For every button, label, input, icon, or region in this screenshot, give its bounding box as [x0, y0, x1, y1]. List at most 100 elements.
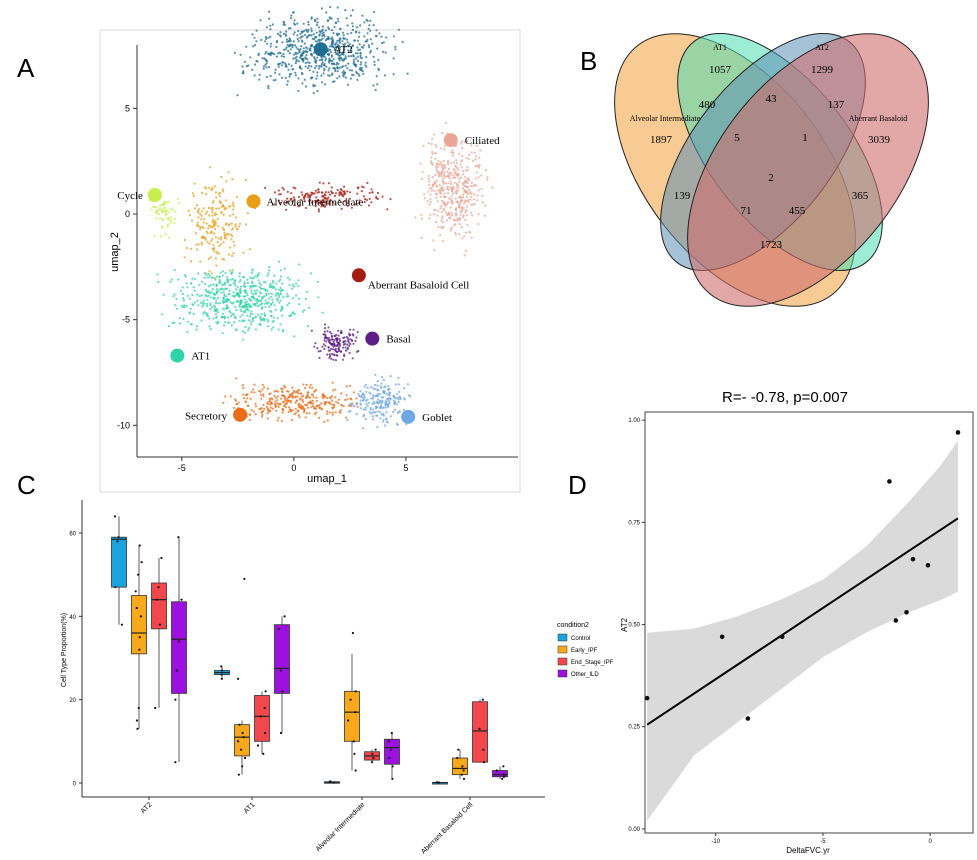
- box-body: [384, 738, 400, 765]
- umap-point: [263, 295, 266, 298]
- umap-point: [397, 383, 400, 386]
- umap-point: [357, 393, 360, 396]
- umap-point: [443, 148, 446, 151]
- umap-point: [240, 310, 243, 313]
- umap-point: [335, 354, 339, 357]
- umap-point: [244, 400, 247, 403]
- umap-point: [260, 38, 263, 42]
- umap-point: [289, 17, 293, 20]
- umap-point: [440, 192, 443, 195]
- umap-point: [327, 59, 330, 63]
- umap-point: [320, 203, 323, 206]
- umap-point: [327, 182, 330, 185]
- umap-point: [274, 405, 277, 408]
- umap-point: [427, 142, 430, 145]
- umap-point: [322, 72, 325, 75]
- umap-point: [221, 188, 225, 191]
- umap-point: [343, 200, 346, 203]
- umap-point: [328, 67, 331, 70]
- umap-point: [382, 378, 385, 382]
- umap-point: [294, 401, 297, 404]
- box-point: [482, 761, 486, 764]
- umap-point: [172, 295, 175, 298]
- umap-point: [450, 162, 453, 165]
- umap-point: [301, 398, 304, 402]
- umap-point: [333, 25, 336, 28]
- box-point: [117, 536, 120, 539]
- umap-point: [225, 180, 228, 183]
- umap-point: [206, 312, 209, 315]
- umap-point: [479, 149, 482, 152]
- umap-point: [441, 188, 445, 192]
- umap-point: [308, 61, 311, 64]
- umap-point: [205, 210, 209, 213]
- umap-point: [385, 36, 388, 39]
- box-point: [120, 623, 123, 626]
- umap-point: [253, 36, 256, 39]
- umap-point: [443, 171, 446, 174]
- umap-point: [448, 197, 451, 200]
- umap-point: [289, 393, 292, 396]
- umap-point: [211, 211, 214, 214]
- umap-point: [274, 288, 277, 291]
- umap-point: [260, 318, 263, 321]
- umap-point: [334, 202, 337, 205]
- umap-point: [331, 381, 334, 384]
- umap-point: [278, 193, 281, 196]
- umap-point: [281, 306, 284, 310]
- umap-point: [263, 317, 266, 320]
- umap-point: [215, 275, 219, 278]
- umap-point: [215, 299, 218, 302]
- umap-point: [232, 406, 235, 410]
- box-point: [244, 756, 247, 760]
- umap-point: [224, 315, 227, 318]
- umap-point: [236, 403, 239, 406]
- umap-point: [201, 305, 204, 308]
- umap-point: [323, 330, 326, 333]
- umap-point: [389, 375, 392, 378]
- umap-point: [301, 54, 304, 57]
- umap-point: [367, 44, 371, 47]
- umap-point: [213, 297, 216, 300]
- umap-point: [368, 24, 371, 27]
- umap-point: [179, 322, 182, 325]
- umap-point: [323, 323, 326, 326]
- umap-point: [261, 413, 264, 416]
- umap-point: [459, 213, 463, 216]
- umap-point: [321, 61, 324, 64]
- umap-point: [376, 83, 379, 86]
- umap-point: [235, 216, 238, 219]
- umap-point: [466, 205, 469, 208]
- umap-point: [235, 377, 238, 380]
- umap-point: [314, 189, 317, 192]
- umap-point: [334, 388, 337, 391]
- venn-ellipse-aberrant-basaloid: [687, 33, 929, 307]
- umap-point: [214, 236, 217, 239]
- umap-point: [384, 51, 387, 54]
- umap-point: [261, 287, 264, 290]
- umap-point: [324, 196, 327, 200]
- umap-point: [300, 35, 303, 38]
- umap-point: [441, 215, 444, 218]
- umap-point: [202, 227, 205, 230]
- umap-point: [372, 24, 375, 27]
- box-point: [237, 773, 240, 776]
- umap-point: [316, 199, 319, 202]
- box-point: [155, 598, 159, 601]
- umap-point: [462, 193, 465, 196]
- umap-point: [355, 30, 358, 34]
- box-point: [277, 627, 280, 630]
- umap-point: [265, 294, 268, 297]
- umap-point: [352, 60, 355, 64]
- umap-point: [364, 198, 367, 201]
- cluster-marker: [170, 348, 185, 363]
- umap-point: [376, 191, 379, 195]
- umap-point: [330, 399, 334, 402]
- umap-point: [281, 41, 284, 44]
- umap-point: [465, 179, 468, 182]
- umap-point: [440, 163, 443, 166]
- umap-point: [177, 202, 180, 205]
- umap-point: [279, 286, 282, 289]
- umap-point: [205, 295, 208, 298]
- box-body: [492, 770, 508, 778]
